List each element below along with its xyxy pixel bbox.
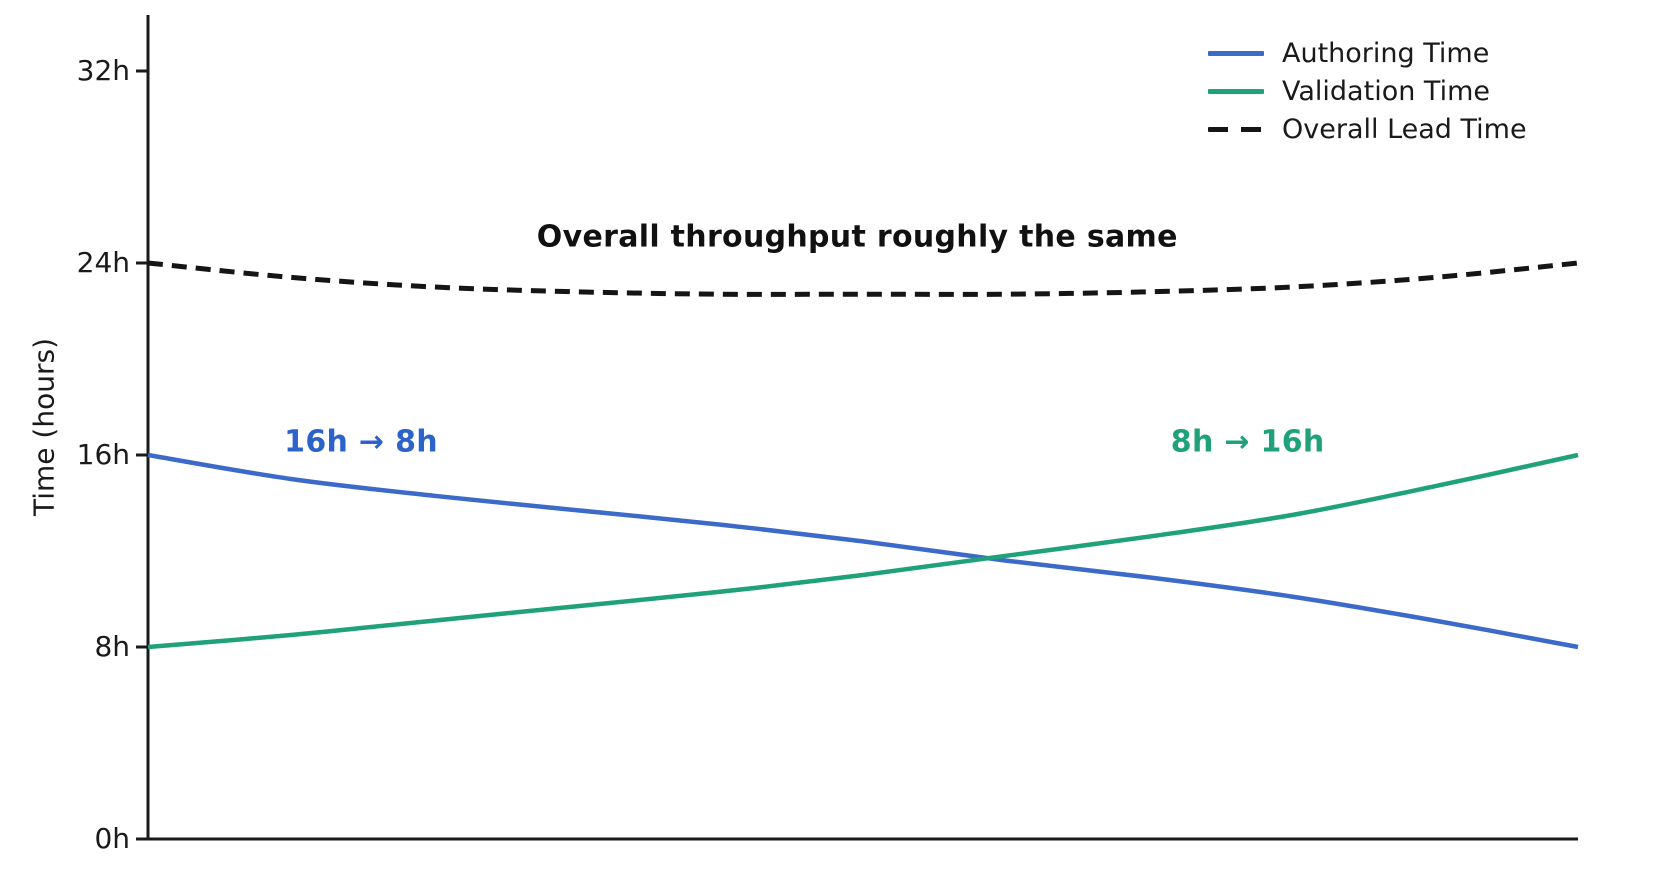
series-line-overall-lead-time bbox=[147, 260, 1579, 297]
y-tick-label: 0h bbox=[94, 822, 130, 855]
y-tick-label: 32h bbox=[76, 54, 130, 87]
legend-label-authoring-time: Authoring Time bbox=[1282, 37, 1490, 69]
series-line-authoring-time bbox=[147, 452, 1579, 650]
legend-row-overall-lead-time: Overall Lead Time bbox=[1208, 110, 1527, 148]
series-line-validation-time bbox=[147, 452, 1579, 650]
legend-label-overall-lead-time: Overall Lead Time bbox=[1282, 113, 1527, 145]
legend-label-validation-time: Validation Time bbox=[1282, 75, 1490, 107]
chart-annotation: Overall throughput roughly the same bbox=[536, 219, 1178, 255]
y-tick-label: 8h bbox=[94, 630, 130, 663]
legend-swatch-authoring-line bbox=[1208, 50, 1264, 56]
legend-row-authoring-time: Authoring Time bbox=[1208, 34, 1527, 72]
legend-swatch-overall-dashed-line bbox=[1208, 126, 1264, 132]
y-axis-title: Time (hours) bbox=[27, 338, 61, 516]
legend: Authoring Time Validation Time Overall L… bbox=[1208, 34, 1527, 148]
legend-swatch-validation-line bbox=[1208, 88, 1264, 94]
y-tick-label: 16h bbox=[76, 438, 130, 471]
legend-row-validation-time: Validation Time bbox=[1208, 72, 1527, 110]
y-tick-label: 24h bbox=[76, 246, 130, 279]
chart-annotation: 8h → 16h bbox=[1170, 424, 1325, 460]
chart-annotation: 16h → 8h bbox=[284, 424, 438, 460]
